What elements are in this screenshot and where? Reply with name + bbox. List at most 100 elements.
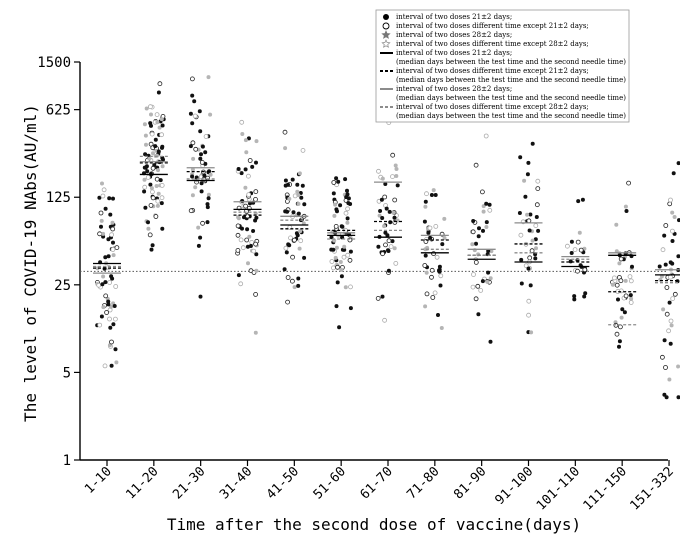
data-point xyxy=(475,283,481,289)
data-point xyxy=(387,209,392,214)
data-point xyxy=(386,268,391,273)
x-tick-label: 61-70 xyxy=(358,464,396,502)
data-point xyxy=(334,245,339,250)
data-point xyxy=(617,339,622,344)
data-point xyxy=(100,181,104,186)
data-point xyxy=(291,210,296,215)
data-point xyxy=(108,325,113,330)
data-point xyxy=(518,232,524,238)
data-point xyxy=(298,238,304,244)
data-point xyxy=(437,264,442,269)
data-point xyxy=(624,209,629,213)
data-point xyxy=(628,300,634,305)
data-point xyxy=(386,238,392,244)
data-point xyxy=(329,259,335,264)
data-point xyxy=(380,176,385,181)
data-point xyxy=(580,197,585,202)
data-point xyxy=(583,291,588,296)
data-point xyxy=(473,296,479,302)
data-point xyxy=(339,267,344,272)
data-point xyxy=(247,234,252,239)
data-point xyxy=(527,228,532,233)
legend-open-circle-marker xyxy=(382,22,390,30)
data-point xyxy=(157,81,163,87)
legend-box xyxy=(375,9,630,123)
data-point xyxy=(114,245,120,251)
data-point xyxy=(616,297,620,302)
data-point xyxy=(160,164,165,169)
legend-label: interval of two doses 28±2 days; xyxy=(396,85,512,93)
data-point xyxy=(432,290,438,296)
data-point xyxy=(426,230,431,235)
y-tick-label: 625 xyxy=(46,103,71,119)
data-point xyxy=(198,294,203,299)
data-point xyxy=(205,202,210,207)
data-point xyxy=(676,161,680,166)
data-point xyxy=(487,207,493,213)
data-point xyxy=(628,278,634,284)
data-point xyxy=(285,209,290,214)
data-point xyxy=(617,344,621,349)
data-point xyxy=(345,206,351,212)
data-point xyxy=(249,239,255,245)
data-point xyxy=(290,177,295,182)
data-point xyxy=(142,189,147,194)
data-point xyxy=(107,316,112,322)
data-point xyxy=(254,268,259,273)
data-point xyxy=(578,247,584,253)
data-point xyxy=(196,225,201,230)
data-point xyxy=(296,193,301,198)
data-point xyxy=(155,203,160,208)
data-point xyxy=(144,142,148,147)
data-point xyxy=(239,171,244,176)
data-point xyxy=(348,284,353,290)
data-point xyxy=(525,212,530,217)
data-point xyxy=(380,294,385,299)
data-point xyxy=(339,274,344,279)
data-point xyxy=(295,233,300,238)
data-point xyxy=(155,120,160,125)
data-point xyxy=(565,243,570,249)
data-point xyxy=(199,152,203,157)
data-point xyxy=(109,274,114,279)
data-point xyxy=(143,205,148,210)
data-point xyxy=(617,261,622,266)
data-point xyxy=(160,144,165,149)
data-point xyxy=(528,212,533,217)
data-point xyxy=(341,254,347,260)
data-point xyxy=(245,227,250,232)
data-point xyxy=(145,169,150,174)
data-point xyxy=(99,224,103,229)
data-point xyxy=(153,214,159,219)
data-point xyxy=(104,310,109,315)
data-point xyxy=(488,276,493,281)
data-point xyxy=(285,275,291,280)
data-point xyxy=(478,287,484,293)
data-point xyxy=(623,293,629,299)
data-point xyxy=(149,189,155,195)
data-point xyxy=(666,328,671,334)
data-point xyxy=(473,162,479,168)
data-point xyxy=(343,177,348,182)
data-point xyxy=(484,225,489,229)
data-point xyxy=(298,229,303,234)
data-point xyxy=(331,180,337,185)
data-point xyxy=(243,203,249,209)
data-point xyxy=(572,294,577,299)
data-point xyxy=(440,242,445,247)
data-point xyxy=(297,171,302,176)
data-point xyxy=(668,274,673,280)
data-point xyxy=(392,197,398,203)
data-point xyxy=(107,280,112,285)
data-point xyxy=(392,215,397,220)
data-point xyxy=(664,285,670,290)
data-point xyxy=(529,330,534,335)
y-axis-label: The level of COVID-19 NAbs(AU/ml) xyxy=(21,104,40,422)
data-point xyxy=(657,264,662,269)
data-point xyxy=(569,239,574,244)
data-point xyxy=(439,326,444,330)
data-point xyxy=(253,291,259,297)
data-point xyxy=(438,273,444,279)
data-point xyxy=(98,210,104,216)
